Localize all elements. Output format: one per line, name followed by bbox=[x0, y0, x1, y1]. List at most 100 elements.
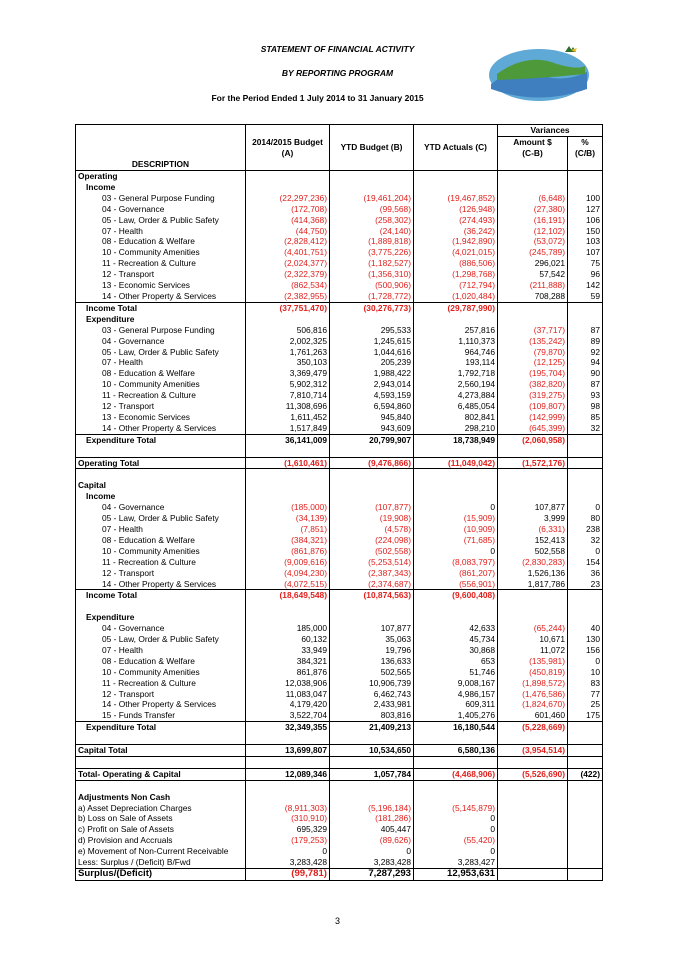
variance-amount-cell: 3,999 bbox=[497, 513, 568, 524]
budget-cell: 32,349,355 bbox=[245, 721, 330, 734]
row-label: Income bbox=[75, 491, 246, 503]
row-label bbox=[75, 780, 246, 792]
row-label: 04 - Governance bbox=[75, 623, 246, 635]
row-label: 10 - Community Amenities bbox=[75, 545, 246, 557]
ytd-budget-cell bbox=[329, 612, 414, 624]
ytd-actuals-cell: 6,580,136 bbox=[413, 744, 498, 757]
row-label: Capital bbox=[75, 480, 246, 492]
table-row-item: 03 - General Purpose Funding (22,297,236)… bbox=[75, 192, 603, 204]
variance-amount-cell: (6,331) bbox=[497, 523, 568, 535]
ytd-budget-cell: (2,387,343) bbox=[329, 567, 414, 579]
ytd-actuals-cell bbox=[413, 612, 498, 624]
ytd-budget-cell: 3,283,428 bbox=[329, 857, 414, 869]
ytd-actuals-cell: (274,493) bbox=[413, 214, 498, 226]
variance-pct-cell: 107 bbox=[567, 247, 603, 259]
ytd-budget-cell: 1,245,615 bbox=[329, 335, 414, 347]
ytd-budget-cell: (19,908) bbox=[329, 513, 414, 524]
variance-amount-cell: 152,413 bbox=[497, 534, 568, 546]
row-label: 12 - Transport bbox=[75, 269, 246, 281]
variance-pct-cell: 90 bbox=[567, 368, 603, 380]
ytd-budget-cell bbox=[329, 756, 414, 769]
row-label: Income bbox=[75, 181, 246, 193]
table-row-item: 10 - Community Amenities 5,902,312 2,943,0… bbox=[75, 379, 603, 391]
variance-pct-cell: 23 bbox=[567, 578, 603, 590]
variance-amount-cell bbox=[497, 313, 568, 325]
ytd-actuals-cell: (886,506) bbox=[413, 258, 498, 270]
table-row-big: Surplus/(Deficit) (99,781) 7,287,293 12,953… bbox=[75, 868, 603, 881]
table-row-item: 14 - Other Property & Services 4,179,420 2… bbox=[75, 699, 603, 711]
ytd-actuals-cell: 298,210 bbox=[413, 422, 498, 435]
header-row-1: 2014/2015 Budget YTD Budget (B) YTD Actu… bbox=[75, 136, 603, 159]
ytd-actuals-cell: (1,942,890) bbox=[413, 236, 498, 248]
ytd-budget-cell: 35,063 bbox=[329, 634, 414, 645]
budget-cell: 350,103 bbox=[245, 357, 330, 369]
ytd-budget-cell: (89,626) bbox=[329, 835, 414, 847]
row-label: Income Total bbox=[75, 301, 246, 314]
table-row-blank bbox=[75, 733, 603, 745]
budget-col-heading: 2014/2015 Budget bbox=[245, 136, 330, 148]
table-row-item: 12 - Transport 11,083,047 6,462,743 4,986,1… bbox=[75, 688, 603, 700]
variance-pct-cell bbox=[567, 456, 603, 470]
variance-amount-cell bbox=[497, 846, 568, 858]
table-row-item: 07 - Health (7,851) (4,578) (10,909) (6,331)… bbox=[75, 523, 603, 535]
budget-cell: 2,002,325 bbox=[245, 335, 330, 347]
ytd-budget-cell: 803,816 bbox=[329, 710, 414, 722]
row-label: 12 - Transport bbox=[75, 401, 246, 412]
variance-amount-cell: (37,717) bbox=[497, 324, 568, 336]
table-row-item: 12 - Transport (2,322,379) (1,356,310) (1,2… bbox=[75, 269, 603, 281]
ytd-actuals-cell bbox=[413, 468, 498, 481]
variance-amount-cell bbox=[497, 824, 568, 836]
table-body: Operating Income 03 - General Purpose Fund… bbox=[75, 170, 603, 881]
ytd-actuals-cell: 51,746 bbox=[413, 666, 498, 678]
table-row-tot: Expenditure Total 36,141,009 20,799,907 18,… bbox=[75, 433, 603, 446]
ytd-actuals-cell: 2,560,194 bbox=[413, 379, 498, 391]
ytd-budget-cell: 7,287,293 bbox=[329, 868, 414, 881]
variance-amount-cell bbox=[497, 301, 568, 314]
variance-pct-cell: 92 bbox=[567, 346, 603, 358]
budget-cell bbox=[245, 313, 330, 325]
ytd-actuals-cell: (36,242) bbox=[413, 225, 498, 237]
row-label: 07 - Health bbox=[75, 357, 246, 369]
variance-pct-cell: 96 bbox=[567, 269, 603, 281]
variance-amount-cell: (1,572,176) bbox=[497, 456, 568, 470]
ytd-budget-cell: 2,943,014 bbox=[329, 379, 414, 391]
table-row-item: 10 - Community Amenities (4,401,751) (3,77… bbox=[75, 247, 603, 259]
variance-amount-cell: (5,228,669) bbox=[497, 721, 568, 734]
variance-amount-cell: 10,671 bbox=[497, 634, 568, 645]
ytd-budget-cell: (1,356,310) bbox=[329, 269, 414, 281]
row-label: 10 - Community Amenities bbox=[75, 666, 246, 678]
description-col-heading: DESCRIPTION bbox=[75, 159, 246, 171]
variance-amount-cell: 296,021 bbox=[497, 258, 568, 270]
table-row-item: 05 - Law, Order & Public Safety (414,368)… bbox=[75, 214, 603, 226]
variance-pct-cell: 32 bbox=[567, 422, 603, 435]
variance-pct-cell bbox=[567, 313, 603, 325]
budget-cell: (2,382,955) bbox=[245, 290, 330, 303]
ytd-actuals-cell: (556,901) bbox=[413, 578, 498, 590]
table-row-item: 08 - Education & Welfare 3,369,479 1,988,4… bbox=[75, 368, 603, 380]
variance-amount-cell: (53,072) bbox=[497, 236, 568, 248]
variance-amount-cell: 107,877 bbox=[497, 502, 568, 514]
row-label: 05 - Law, Order & Public Safety bbox=[75, 513, 246, 524]
budget-cell: (384,321) bbox=[245, 534, 330, 546]
shire-of-esperance-logo bbox=[489, 46, 589, 101]
variance-amount-cell: (1,898,572) bbox=[497, 677, 568, 689]
budget-cell: (2,024,377) bbox=[245, 258, 330, 270]
ytd-actuals-cell: 0 bbox=[413, 846, 498, 858]
budget-cell bbox=[245, 491, 330, 503]
variance-pct-cell: 93 bbox=[567, 390, 603, 402]
ytd-budget-cell: 1,988,422 bbox=[329, 368, 414, 380]
variance-amount-cell: 11,072 bbox=[497, 644, 568, 656]
table-row-blank bbox=[75, 445, 603, 458]
ytd-actuals-cell bbox=[413, 313, 498, 325]
variance-amount-cell: (3,954,514) bbox=[497, 744, 568, 757]
row-label: Expenditure Total bbox=[75, 721, 246, 734]
variance-amount-cell: (79,870) bbox=[497, 346, 568, 358]
ytd-budget-cell: (99,568) bbox=[329, 203, 414, 215]
variance-amount-cell bbox=[497, 791, 568, 803]
variance-pct-cell bbox=[567, 846, 603, 858]
table-row-gtot: Capital Total 13,699,807 10,534,650 6,580,1… bbox=[75, 744, 603, 757]
row-label: 03 - General Purpose Funding bbox=[75, 192, 246, 204]
table-row-adj: b) Loss on Sale of Assets (310,910) (181,2… bbox=[75, 813, 603, 825]
ytd-actuals-cell: (8,083,797) bbox=[413, 556, 498, 568]
table-row-tot: Income Total (18,649,548) (10,874,563) (9,6… bbox=[75, 589, 603, 602]
